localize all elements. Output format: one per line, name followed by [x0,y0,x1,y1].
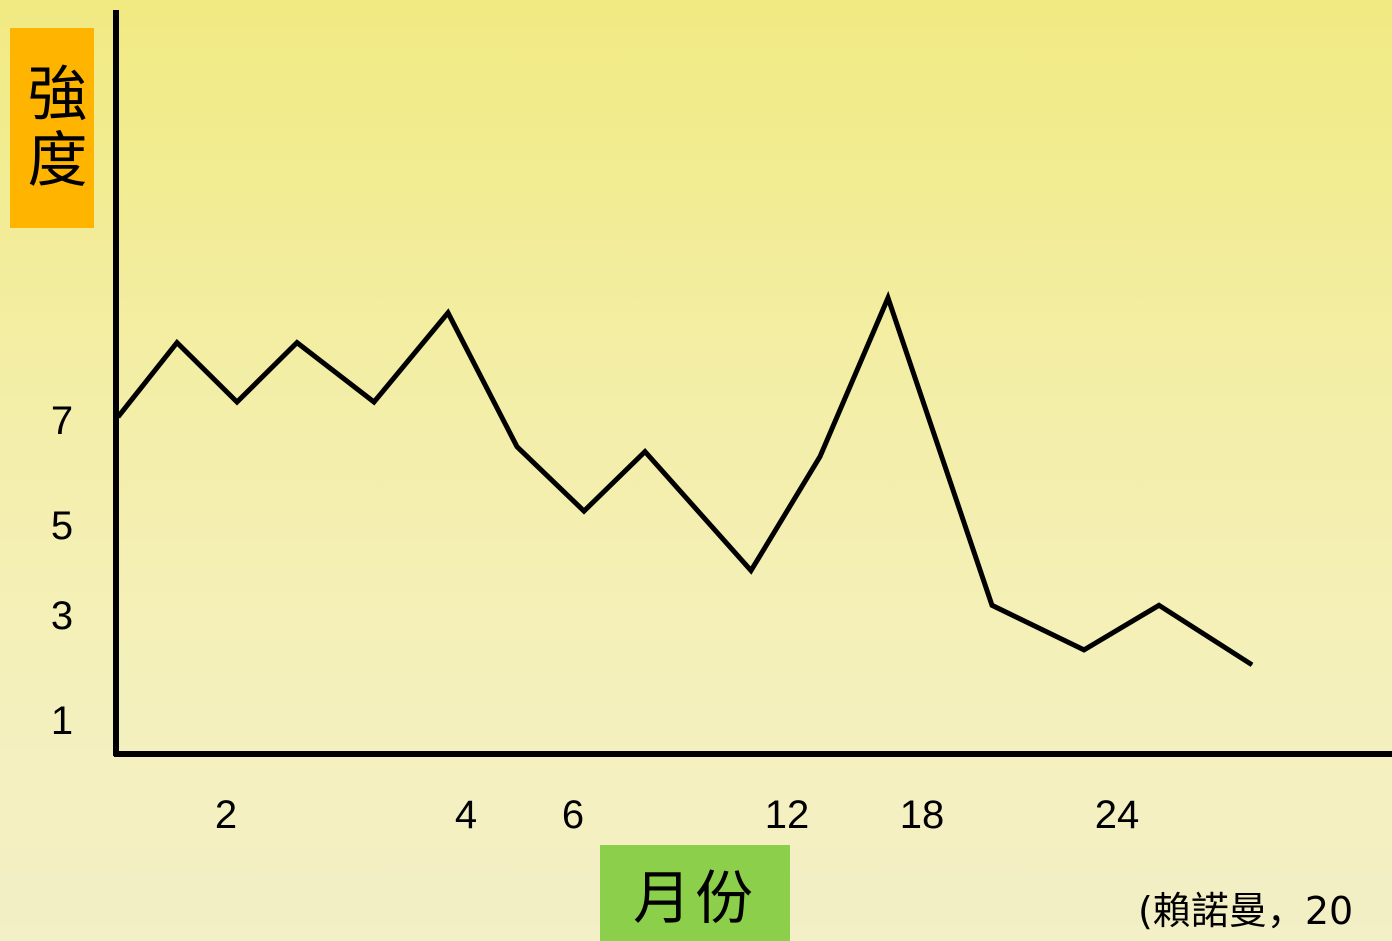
data-point [447,312,449,314]
x-tick-labels: 2 4 6 12 18 24 [215,793,1139,837]
data-point [583,510,585,512]
x-axis-label: 月份 [600,845,790,941]
x-tick-label: 18 [900,793,945,837]
data-point [176,342,178,344]
data-point [644,451,646,453]
data-point [1083,649,1085,651]
y-tick-label: 3 [51,594,73,638]
data-point [1251,664,1253,666]
y-axis-label: 強度 [10,28,94,228]
y-tick-label: 1 [51,699,73,743]
data-point [236,401,238,403]
y-tick-label: 5 [51,504,73,548]
x-tick-label: 4 [455,793,477,837]
data-point [887,297,889,299]
data-point [296,342,298,344]
data-point [1158,604,1160,606]
y-tick-labels: 7 5 3 1 [51,399,73,743]
data-point [819,456,821,458]
data-point [117,416,119,418]
data-point [516,446,518,448]
x-tick-label: 6 [562,793,584,837]
data-point [373,401,375,403]
y-tick-label: 7 [51,399,73,443]
x-tick-label: 2 [215,793,237,837]
series-line [116,290,1254,667]
axes [113,10,1392,757]
x-tick-label: 24 [1095,793,1140,837]
series-group [116,290,1254,667]
data-point [991,604,993,606]
data-point [750,570,752,572]
x-tick-label: 12 [765,793,810,837]
citation: (賴諾曼，20 [1138,889,1354,933]
